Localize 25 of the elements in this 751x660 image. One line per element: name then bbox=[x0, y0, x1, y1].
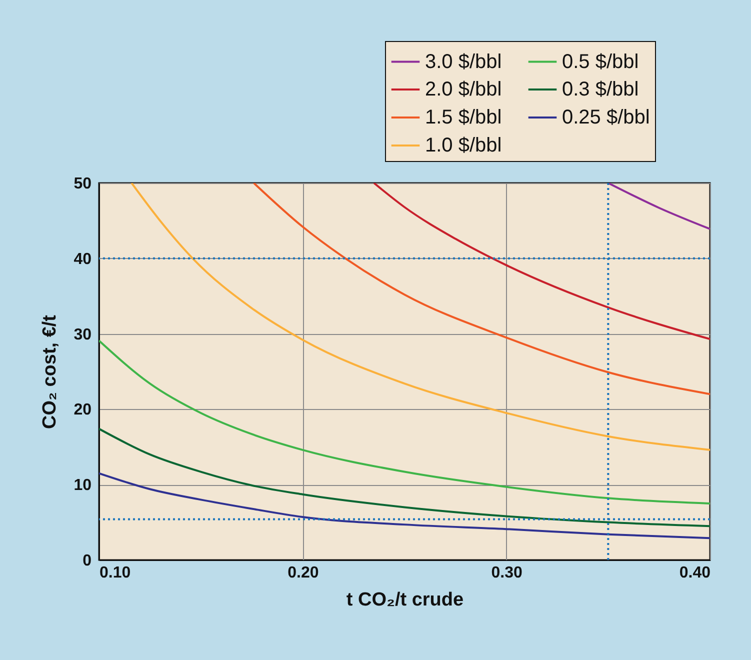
line-series bbox=[99, 472, 710, 540]
y-tick-label: 20 bbox=[74, 402, 92, 419]
y-tick-label: 10 bbox=[74, 477, 92, 494]
x-axis-title: t CO₂/t crude bbox=[346, 590, 464, 610]
y-axis-title: CO₂ cost, €/t bbox=[40, 314, 61, 430]
y-tick-label: 0 bbox=[82, 552, 92, 570]
y-tick-label: 50 bbox=[74, 176, 92, 192]
line-series bbox=[130, 183, 710, 451]
y-tick-label: 40 bbox=[74, 250, 92, 268]
legend-label: 2.0 $/bbl bbox=[425, 78, 502, 100]
x-tick-label: 0.40 bbox=[679, 564, 711, 582]
y-tick-label: 30 bbox=[74, 326, 92, 344]
line-series bbox=[372, 183, 710, 340]
legend-label: 0.5 $/bbl bbox=[562, 50, 639, 73]
x-tick-label: 0.30 bbox=[491, 564, 523, 582]
x-tick-label: 0.20 bbox=[288, 564, 319, 582]
legend-label: 1.5 $/bbl bbox=[425, 106, 502, 128]
line-series bbox=[252, 183, 710, 396]
line-series bbox=[99, 428, 710, 528]
legend-label: 1.0 $/bbl bbox=[425, 134, 502, 156]
legend-label: 0.25 $/bbl bbox=[562, 106, 650, 128]
x-tick-label: 0.10 bbox=[100, 564, 131, 582]
line-series bbox=[99, 340, 710, 504]
legend-label: 3.0 $/bbl bbox=[425, 50, 502, 73]
legend-label: 0.3 $/bbl bbox=[562, 78, 639, 100]
